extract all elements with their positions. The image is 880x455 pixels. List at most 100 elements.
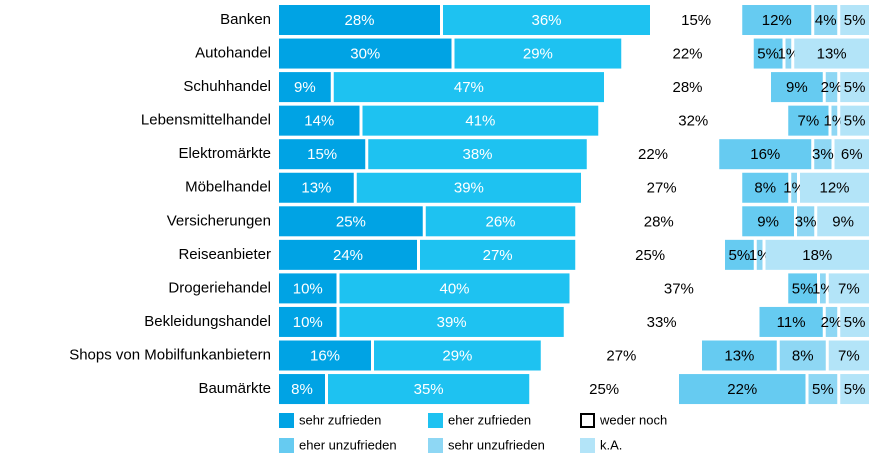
bar-segment — [765, 239, 869, 270]
value-label: 5% — [792, 280, 814, 297]
value-label: 13% — [724, 347, 754, 364]
value-label: 14% — [304, 113, 334, 130]
category-label: Versicherungen — [167, 212, 271, 229]
bar-segment — [742, 172, 789, 203]
bar-segment — [279, 273, 337, 304]
value-label: 29% — [523, 46, 553, 63]
bar-segment — [840, 72, 869, 103]
bar-segment — [719, 139, 812, 170]
bar-segment — [443, 5, 650, 35]
bar-segment — [753, 38, 783, 69]
value-label: 25% — [635, 247, 665, 264]
value-label: 18% — [802, 247, 832, 264]
bar-segment — [279, 5, 440, 35]
value-label: 1% — [749, 247, 771, 264]
bar-segment — [831, 105, 838, 136]
category-label: Reiseanbieter — [178, 246, 271, 263]
value-label: 13% — [817, 46, 847, 63]
legend-label: sehr zufrieden — [299, 412, 381, 427]
bar-segment — [333, 72, 604, 103]
bar-segment — [788, 105, 829, 136]
bar-segment — [828, 273, 869, 304]
value-label: 5% — [844, 113, 866, 130]
value-label: 1% — [783, 180, 805, 197]
bar-segment — [279, 139, 366, 170]
value-label: 1% — [824, 113, 846, 130]
legend-swatch — [580, 413, 595, 428]
value-label: 1% — [812, 280, 834, 297]
bar-segment — [814, 139, 832, 170]
value-label: 3% — [812, 146, 834, 163]
value-label: 8% — [754, 180, 776, 197]
legend-swatch — [279, 438, 294, 453]
value-label: 40% — [439, 280, 469, 297]
value-label: 25% — [336, 213, 366, 230]
value-label: 27% — [606, 347, 636, 364]
value-label: 9% — [832, 213, 854, 230]
category-label: Elektromärkte — [178, 145, 271, 162]
bar-segment — [742, 206, 794, 237]
value-label: 22% — [638, 146, 668, 163]
value-label: 8% — [792, 347, 814, 364]
value-label: 28% — [672, 79, 702, 96]
value-label: 33% — [647, 314, 677, 331]
bar-segment — [725, 239, 754, 270]
bar-segment — [279, 38, 452, 69]
category-label: Schuhhandel — [183, 78, 271, 95]
bar-segment — [797, 206, 815, 237]
value-label: 7% — [798, 113, 820, 130]
value-label: 15% — [307, 146, 337, 163]
value-label: 16% — [750, 146, 780, 163]
value-label: 9% — [294, 79, 316, 96]
value-label: 5% — [812, 381, 834, 398]
value-label: 24% — [333, 247, 363, 264]
value-label: 30% — [350, 46, 380, 63]
value-label: 15% — [681, 12, 711, 29]
legend-label: weder noch — [599, 412, 667, 427]
value-label: 22% — [727, 381, 757, 398]
value-label: 32% — [678, 113, 708, 130]
value-label: 11% — [777, 314, 806, 331]
value-label: 9% — [757, 213, 779, 230]
value-label: 4% — [815, 12, 837, 29]
bar-segment — [279, 72, 331, 103]
bar-segment — [825, 306, 838, 337]
value-label: 28% — [344, 12, 374, 29]
category-label: Bekleidungshandel — [144, 313, 271, 330]
category-label: Shops von Mobilfunkanbietern — [69, 346, 271, 363]
bar-segment — [279, 306, 337, 337]
bar-segment — [368, 139, 587, 170]
value-label: 22% — [672, 46, 702, 63]
bar-segment — [328, 374, 530, 405]
category-label: Autohandel — [195, 45, 271, 62]
bar-segment — [279, 172, 354, 203]
legend-swatch — [428, 438, 443, 453]
bar-segment — [840, 374, 869, 405]
bar-segment — [454, 38, 622, 69]
value-label: 5% — [844, 12, 866, 29]
legend-label: eher zufrieden — [448, 412, 531, 427]
value-label: 9% — [786, 79, 808, 96]
bar-segment — [788, 273, 817, 304]
bar-segment — [808, 374, 838, 405]
bar-segment — [279, 105, 360, 136]
category-label: Drogeriehandel — [168, 279, 271, 296]
bar-segment — [362, 105, 599, 136]
legend-label: eher unzufrieden — [299, 437, 397, 452]
category-label: Baumärkte — [198, 380, 271, 397]
value-label: 10% — [293, 314, 323, 331]
legend-swatch — [428, 413, 443, 428]
bar-segment — [834, 139, 869, 170]
value-label: 39% — [437, 314, 467, 331]
value-label: 27% — [483, 247, 513, 264]
legend-swatch — [279, 413, 294, 428]
legend-label: k.A. — [600, 437, 622, 452]
value-label: 3% — [795, 213, 817, 230]
value-label: 2% — [821, 314, 843, 331]
category-label: Möbelhandel — [185, 179, 271, 196]
bar-segment — [825, 72, 838, 103]
bar-segment — [279, 239, 417, 270]
value-label: 5% — [757, 46, 779, 63]
value-label: 16% — [310, 347, 340, 364]
